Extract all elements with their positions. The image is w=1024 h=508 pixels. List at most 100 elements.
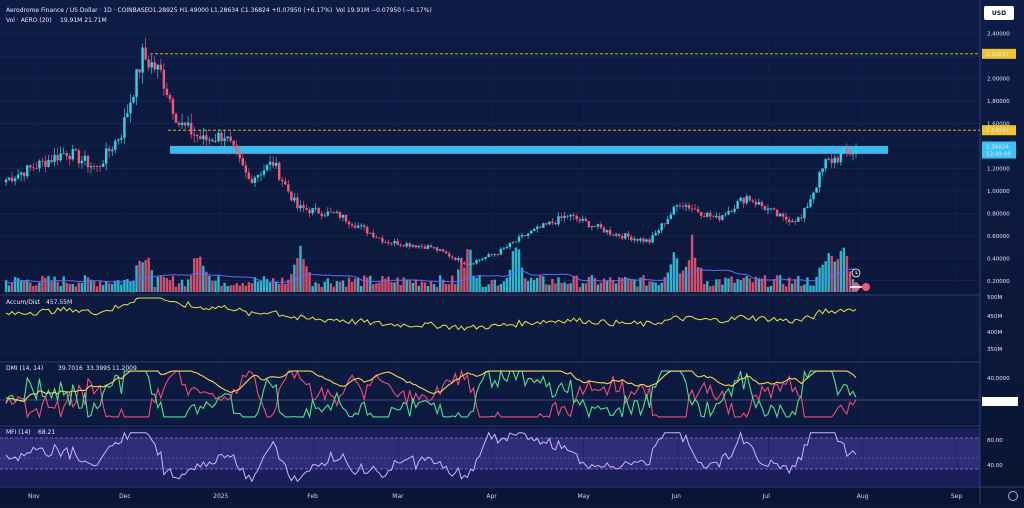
volume-bar — [247, 282, 251, 292]
candle-body — [572, 214, 575, 216]
currency-button[interactable]: USD — [984, 6, 1014, 20]
volume-bar — [238, 285, 241, 292]
resistance-tag-label: 1.54540 — [986, 128, 1009, 134]
volume-bar — [778, 275, 782, 292]
volume-bar — [144, 260, 147, 292]
time-axis[interactable]: NovDec2025FebMarAprMayJunJulAugSepOct — [28, 493, 1024, 500]
candle-body — [490, 254, 493, 256]
volume-bar — [791, 283, 794, 292]
candle-body — [511, 242, 515, 243]
volume-bar — [651, 281, 654, 292]
volume-bar — [71, 284, 74, 292]
price-tick-label: 0.60000 — [987, 234, 1010, 240]
volume-bar — [836, 259, 839, 292]
candle-body — [250, 179, 254, 183]
volume-bar — [153, 286, 156, 292]
candle-body — [675, 205, 679, 207]
candle-body — [396, 240, 399, 245]
volume-bar — [587, 277, 591, 292]
candle-body — [226, 136, 229, 139]
mfi-pane — [0, 428, 980, 486]
candle-body — [821, 168, 824, 173]
volume-bar — [53, 276, 56, 292]
volume-bar — [284, 283, 287, 292]
candle-body — [696, 209, 700, 212]
candle-body — [569, 214, 572, 217]
time-tick-label: Feb — [307, 493, 318, 500]
volume-bar — [848, 271, 852, 292]
price-axis[interactable]: 2.400002.200002.000001.800001.600001.400… — [987, 32, 1010, 285]
candle-body — [153, 62, 156, 70]
volume-bar — [736, 279, 739, 292]
candle-body — [271, 161, 275, 166]
volume-bar — [193, 258, 196, 292]
volume-bar — [487, 284, 490, 292]
volume-bar — [687, 260, 691, 292]
candle-body — [150, 62, 153, 68]
candle-body — [408, 243, 411, 247]
volume-bar — [29, 282, 32, 292]
volume-bar — [660, 282, 663, 292]
volume-bar — [654, 282, 657, 292]
volume-bar — [356, 277, 360, 292]
event-marker-icon[interactable] — [862, 283, 870, 291]
candle-body — [551, 221, 554, 223]
volume-bar — [699, 267, 703, 292]
candle-body — [211, 139, 214, 142]
candle-body — [199, 136, 202, 140]
candle-body — [317, 207, 320, 214]
candle-body — [156, 64, 159, 70]
volume-bar — [387, 276, 390, 292]
candle-body — [53, 154, 56, 163]
candle-body — [563, 215, 566, 218]
candle-body — [557, 216, 560, 225]
candle-body — [496, 254, 499, 255]
dmi-label: DMI (14, 14) — [6, 365, 43, 372]
candle-body — [478, 259, 481, 261]
volume-bar — [399, 284, 402, 292]
candle-body — [253, 177, 257, 183]
candle-body — [514, 241, 518, 243]
volume-bar — [117, 280, 120, 292]
settings-gear-icon[interactable] — [1008, 491, 1018, 501]
volume-bar — [833, 261, 836, 292]
candle-body — [287, 184, 290, 192]
candle-body — [845, 148, 849, 152]
volume-bar — [769, 285, 773, 292]
volume-bar — [426, 285, 430, 292]
countdown-label: 12:49:49 — [986, 152, 1011, 158]
candle-body — [183, 122, 187, 126]
candle-body — [32, 167, 35, 169]
volume-bar — [338, 281, 342, 292]
volume-bar — [323, 281, 326, 292]
candle-body — [126, 113, 129, 118]
candle-body — [745, 196, 748, 204]
volume-bar — [523, 278, 527, 292]
volume-bar — [493, 279, 496, 292]
volume-bar — [129, 281, 132, 292]
volume-bar — [812, 285, 815, 292]
volume-bar — [548, 284, 551, 292]
resistance-tag — [982, 125, 1016, 136]
volume-bar — [435, 286, 439, 292]
time-tick-label: Apr — [486, 493, 497, 500]
candle-body — [523, 235, 527, 237]
volume-bar — [68, 284, 71, 292]
price-tick-label: 0.80000 — [987, 211, 1010, 217]
candle-body — [454, 257, 457, 261]
candlesticks — [4, 37, 858, 267]
volume-bar — [502, 281, 506, 292]
volume-bar — [784, 286, 788, 292]
candle-body — [332, 212, 336, 214]
candle-body — [384, 242, 387, 244]
volume-bar — [205, 271, 208, 292]
candle-body — [824, 159, 827, 169]
candle-body — [827, 158, 830, 160]
candle-body — [123, 117, 126, 138]
candle-body — [460, 258, 463, 263]
candle-body — [208, 139, 211, 141]
accum-dist-tick: 500M — [987, 295, 1002, 301]
volume-bar — [47, 275, 50, 292]
volume-bar — [472, 275, 475, 292]
volume-bar — [514, 247, 518, 292]
